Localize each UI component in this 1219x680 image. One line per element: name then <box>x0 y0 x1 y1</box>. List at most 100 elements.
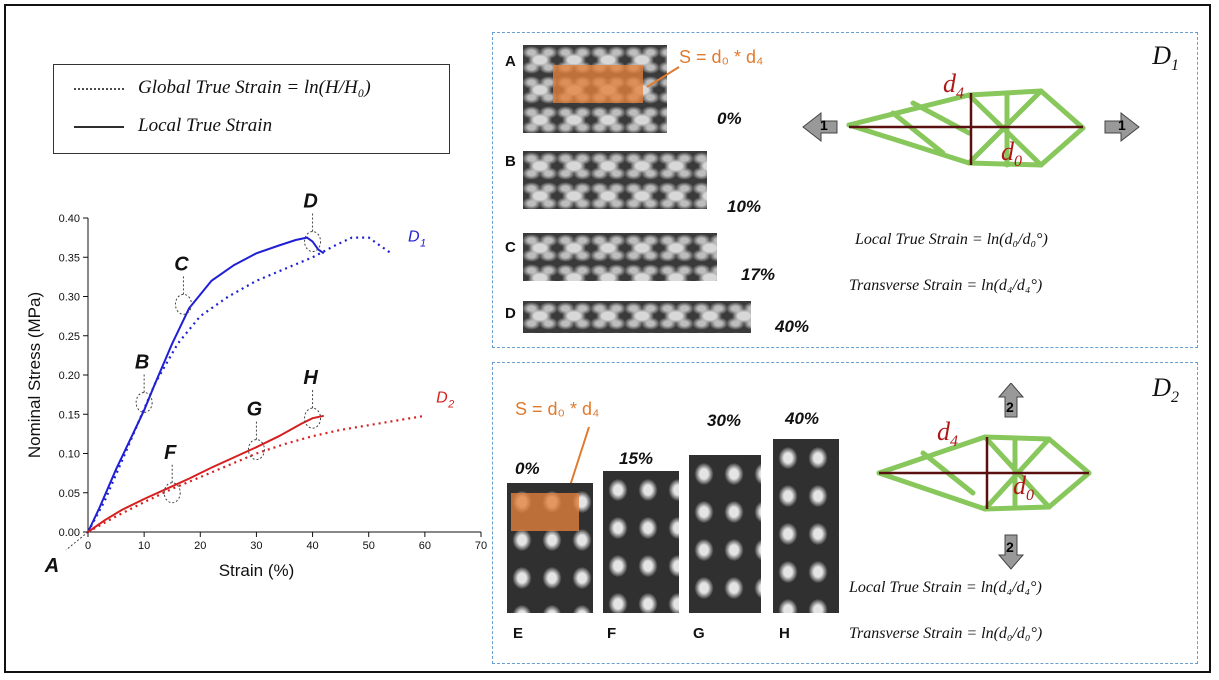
point-marker-c <box>174 293 192 315</box>
area-pointer <box>646 66 680 88</box>
legend-global-label: Global True Strain = ln(H/H₀) <box>138 77 371 98</box>
d4-label: d4 <box>943 69 964 102</box>
y-tick-label: 0.20 <box>59 370 80 382</box>
arrow-up-label: 2 <box>1006 399 1014 415</box>
d4-label-d2: d4 <box>937 417 958 450</box>
specimen-image-c <box>523 233 717 281</box>
d0-label-d2: d0 <box>1013 471 1034 504</box>
strain-pct-a: 0% <box>717 109 742 128</box>
specimen-image-f <box>603 471 679 613</box>
panel-d1: D1 A S = d₀ * d₄ 0% B 10% C 17% D 40% 1 … <box>492 32 1198 348</box>
legend-dotted-line <box>74 88 124 90</box>
x-tick-label: 20 <box>194 540 206 552</box>
area-formula: S = d₀ * d₄ <box>679 47 764 67</box>
y-tick-label: 0.35 <box>59 252 80 264</box>
specimen-label-b: B <box>505 153 516 170</box>
point-label-d: D <box>303 191 317 213</box>
formula-local-d1: Local True Strain = ln(d₀/d₀°) <box>855 231 1048 248</box>
y-tick-label: 0.00 <box>59 527 80 539</box>
point-marker-h <box>304 407 322 429</box>
specimen-label-g: G <box>693 625 705 642</box>
arrow-left-label: 1 <box>820 117 828 133</box>
y-tick-label: 0.10 <box>59 449 80 461</box>
area-overlay-d2 <box>511 493 579 531</box>
arrow-up-icon <box>997 383 1025 418</box>
specimen-label-c: C <box>505 239 516 256</box>
truss-diagram-d2 <box>876 383 1092 570</box>
x-tick-label: 50 <box>363 540 375 552</box>
specimen-image-d <box>523 301 751 333</box>
y-tick-label: 0.15 <box>59 409 80 421</box>
panel-d2-title: D2 <box>1152 373 1179 406</box>
specimen-image-h <box>773 439 839 613</box>
specimen-image-g <box>689 455 761 613</box>
arrow-right-icon <box>1104 111 1140 143</box>
point-label-f: F <box>164 442 177 464</box>
x-tick-label: 30 <box>250 540 262 552</box>
strain-pct-d: 40% <box>775 317 810 336</box>
x-axis-label: Strain (%) <box>219 561 295 580</box>
specimen-label-f: F <box>607 625 617 642</box>
panel-d1-title: D1 <box>1152 41 1179 74</box>
strain-pct-b: 10% <box>727 197 762 216</box>
point-leader-a <box>65 531 89 551</box>
specimen-label-h: H <box>779 625 790 642</box>
strain-pct-e: 0% <box>515 459 540 478</box>
y-tick-label: 0.25 <box>59 331 80 343</box>
strain-pct-g: 30% <box>707 411 742 430</box>
arrow-down-label: 2 <box>1006 539 1014 555</box>
x-tick-label: 70 <box>475 540 487 552</box>
legend-local-label: Local True Strain <box>138 115 273 136</box>
x-tick-label: 40 <box>306 540 318 552</box>
formula-transverse-d1: Transverse Strain = ln(d₄/d₄°) <box>849 277 1043 294</box>
series-label-d1: D <box>408 229 420 246</box>
point-label-g: G <box>247 399 263 421</box>
point-marker-g <box>247 439 265 461</box>
area-formula-d2: S = d₀ * d₄ <box>515 399 600 419</box>
figure-frame <box>4 4 1211 673</box>
area-overlay <box>553 65 643 103</box>
point-label-c: C <box>174 253 189 275</box>
x-tick-label: 0 <box>85 540 91 552</box>
specimen-image-a <box>523 45 667 133</box>
series-line-3 <box>87 414 426 533</box>
stress-strain-chart: 0 10 20 30 40 50 60 70 0.00 0.05 0.10 0.15 0.20 0.25 0… <box>25 191 487 580</box>
formula-transverse-d2: Transverse Strain = ln(d₀/d₀°) <box>849 625 1043 642</box>
legend: Global True Strain = ln(H/H₀) Local True… <box>53 64 450 154</box>
strain-pct-f: 15% <box>619 449 654 468</box>
legend-solid-line <box>74 126 124 128</box>
x-tick-label: 10 <box>138 540 150 552</box>
x-tick-label: 60 <box>419 540 431 552</box>
point-label-h: H <box>303 367 318 389</box>
y-tick-label: 0.30 <box>59 292 80 304</box>
point-marker-f <box>163 482 181 504</box>
y-tick-label: 0.05 <box>59 488 80 500</box>
series-line-1 <box>87 236 392 533</box>
y-axis-label: Nominal Stress (MPa) <box>25 292 44 458</box>
point-marker-b <box>135 391 153 413</box>
strain-pct-c: 17% <box>741 265 776 284</box>
d0-label: d0 <box>1001 137 1022 170</box>
point-label-a: A <box>44 555 59 577</box>
specimen-label-a: A <box>505 53 516 70</box>
arrow-right-label: 1 <box>1118 117 1126 133</box>
specimen-label-e: E <box>513 625 524 642</box>
truss-diagram-d1 <box>802 88 1140 168</box>
series-label-d2: D <box>436 389 448 406</box>
y-tick-label: 0.40 <box>59 213 80 225</box>
specimen-label-d: D <box>505 305 516 322</box>
panel-d2: D2 S = d₀ * d₄ 0% E 15% F 30% G 40% H 2 … <box>492 362 1198 664</box>
formula-local-d2: Local True Strain = ln(d₄/d₄°) <box>849 579 1042 596</box>
specimen-image-e <box>507 483 593 613</box>
series-label-d1-sub: 1 <box>420 238 426 250</box>
arrow-down-icon <box>997 534 1025 570</box>
arrow-left-icon <box>802 111 838 143</box>
specimen-image-b <box>523 151 707 209</box>
series-line-2 <box>87 414 325 533</box>
point-label-b: B <box>135 351 149 373</box>
series-label-d2-sub: 2 <box>447 398 454 410</box>
series-line-0 <box>87 236 325 533</box>
point-marker-d <box>304 231 322 253</box>
strain-pct-h: 40% <box>785 409 820 428</box>
area-pointer-d2 <box>568 426 590 490</box>
